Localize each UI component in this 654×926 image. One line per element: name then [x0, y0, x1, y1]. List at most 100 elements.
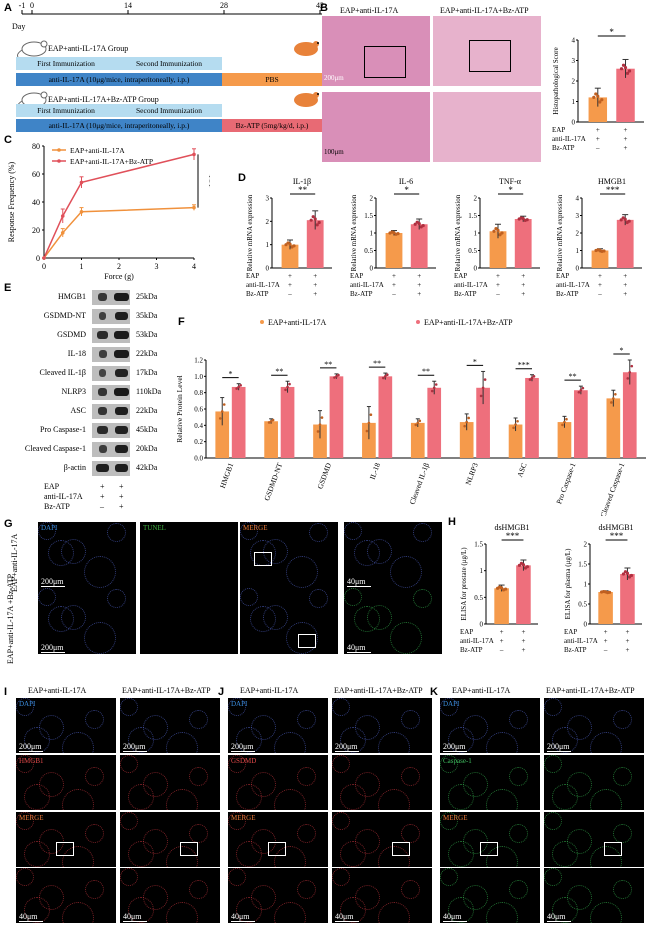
x-tick-label: IL-18 — [368, 461, 382, 480]
tissue-structure — [354, 540, 380, 566]
tissue-structure — [448, 897, 474, 923]
blot-band — [99, 369, 106, 377]
group1-title: EAP+anti-IL-17A Group — [48, 44, 129, 53]
blot-band — [114, 350, 129, 358]
data-point — [316, 430, 320, 433]
tissue-structure — [378, 902, 410, 923]
channel-label: DAPI — [443, 700, 460, 708]
tissue-structure — [552, 841, 578, 867]
data-point — [386, 373, 389, 376]
tissue-structure — [16, 698, 34, 716]
bar — [427, 387, 442, 458]
tissue-structure — [401, 880, 420, 899]
micrograph: DAPI 200μm — [16, 698, 116, 753]
tissue-structure — [440, 755, 458, 773]
western-blot: HMGB1 25kDa GSDMD-NT 35kDa GSDMD 53kDa IL-18 22… — [0, 290, 170, 511]
tissue-structure — [297, 710, 316, 729]
tissue-structure — [48, 540, 74, 566]
data-point — [315, 223, 319, 227]
data-point — [623, 570, 628, 574]
legend-marker — [57, 148, 61, 152]
condition-value: + — [624, 135, 628, 143]
condition-value: – — [597, 290, 602, 298]
significance-label: ** — [422, 367, 430, 376]
data-point — [619, 218, 623, 222]
scale-bar — [123, 921, 147, 922]
blot-strip — [92, 461, 130, 476]
y-tick-label: 0.2 — [194, 438, 203, 446]
tissue-structure — [24, 897, 50, 923]
tissue-structure — [613, 824, 632, 843]
scale-bar — [41, 586, 65, 587]
tissue-structure — [552, 897, 578, 923]
y-tick-label: 1 — [572, 98, 576, 106]
x-tick-label: Pro Caspase-1 — [554, 461, 577, 505]
data-point — [565, 417, 568, 421]
tissue-structure — [390, 622, 422, 654]
tissue-structure — [286, 622, 318, 654]
data-point — [237, 385, 240, 389]
significance-label: ** — [569, 372, 577, 381]
tissue-structure — [590, 902, 622, 923]
y-tick-label: 1 — [370, 230, 374, 238]
tissue-structure — [120, 755, 138, 773]
tissue-structure — [62, 902, 94, 923]
blot-band — [98, 445, 107, 453]
significance-label: ** — [298, 185, 308, 195]
x-tick-label: ASC — [515, 462, 528, 479]
data-point — [610, 401, 613, 404]
condition-value: + — [604, 628, 608, 636]
x-tick-label: Cleaved IL-1β — [408, 461, 431, 505]
micrograph — [140, 588, 238, 654]
y-tick-label: 1.5 — [578, 561, 587, 569]
condition-label: anti-IL-17A — [564, 637, 598, 645]
micrograph: 40μm — [16, 868, 116, 923]
micrograph: MERGE — [440, 812, 540, 867]
data-point — [390, 230, 394, 234]
tissue-structure — [189, 824, 208, 843]
tissue-structure — [240, 588, 258, 606]
mouse-red-icon — [294, 92, 319, 107]
condition-value: – — [287, 290, 292, 298]
tissue-structure — [297, 767, 316, 786]
y-tick-label: 1.5 — [468, 212, 477, 220]
blot-band — [115, 426, 128, 434]
panel-label-d: D — [238, 172, 246, 184]
data-point — [619, 67, 624, 71]
tissue-structure — [552, 727, 578, 753]
tissue-structure — [440, 812, 458, 830]
data-point — [465, 420, 468, 424]
tissue-structure — [332, 755, 350, 773]
condition-label: EAP — [552, 126, 565, 134]
significance-label: * — [620, 346, 624, 355]
blot-band — [114, 331, 129, 339]
x-tick-label: Cleaved Caspase-1 — [598, 461, 626, 516]
condition-value: + — [521, 637, 525, 645]
data-point — [514, 423, 517, 426]
blot-size-label: 110kDa — [136, 387, 162, 396]
tissue-structure — [85, 824, 104, 843]
channel-label: DAPI — [19, 700, 36, 708]
tissue-structure — [24, 841, 50, 867]
data-point — [430, 389, 434, 393]
zoom-box — [56, 842, 74, 856]
bar — [620, 574, 635, 624]
micrograph — [120, 755, 220, 810]
tissue-structure — [128, 784, 154, 810]
y-tick-label: 0 — [474, 265, 478, 273]
chart-title: TNF-α — [499, 177, 522, 186]
x-tick-label: GSDMD-NT — [262, 461, 284, 502]
tissue-structure — [590, 732, 622, 753]
data-point — [579, 388, 583, 392]
condition-label: Bz-ATP — [350, 290, 373, 298]
x-tick-label: 1 — [80, 262, 84, 271]
blot-size-label: 22kDa — [136, 406, 158, 415]
tissue-structure — [38, 522, 56, 540]
blot-size-label: 53kDa — [136, 330, 158, 339]
data-point — [286, 241, 290, 245]
condition-value: + — [596, 126, 600, 134]
data-point — [415, 220, 419, 224]
blot-band — [96, 331, 109, 339]
micrograph: HMGB1 — [16, 755, 116, 810]
